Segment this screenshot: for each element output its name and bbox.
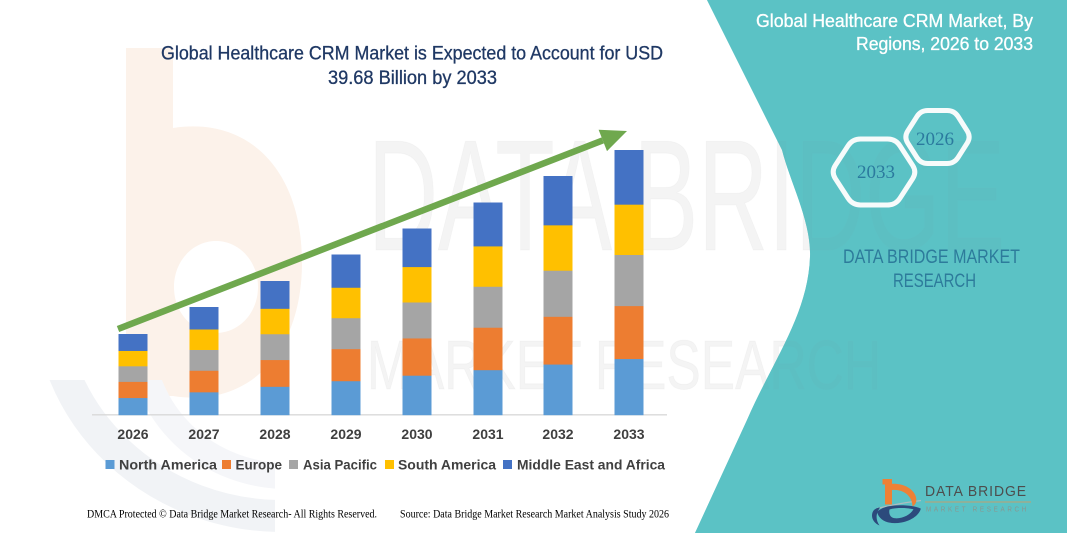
svg-text:2030: 2030: [401, 426, 432, 442]
svg-text:North America: North America: [119, 457, 217, 473]
svg-text:RESEARCH: RESEARCH: [893, 271, 976, 292]
svg-text:2028: 2028: [259, 426, 290, 442]
svg-text:DMCA Protected © Data Bridge M: DMCA Protected © Data Bridge Market Rese…: [87, 509, 377, 521]
svg-text:MARKET RESEARCH: MARKET RESEARCH: [926, 507, 1029, 514]
svg-text:Global Healthcare CRM Market,: Global Healthcare CRM Market, By: [756, 11, 1033, 31]
svg-text:DATA BRIDGE MARKET: DATA BRIDGE MARKET: [843, 247, 1020, 268]
svg-text:Middle East and Africa: Middle East and Africa: [517, 457, 665, 473]
svg-text:Source: Data Bridge Market Res: Source: Data Bridge Market Research Mark…: [400, 509, 669, 521]
svg-text:Global Healthcare CRM Market i: Global Healthcare CRM Market is Expected…: [161, 43, 663, 65]
svg-text:2026: 2026: [117, 426, 148, 442]
svg-text:South America: South America: [398, 457, 496, 473]
svg-text:2029: 2029: [330, 426, 361, 442]
svg-text:2027: 2027: [188, 426, 219, 442]
svg-text:2033: 2033: [857, 162, 895, 183]
svg-text:DATA BRIDGE: DATA BRIDGE: [925, 483, 1027, 500]
svg-text:2031: 2031: [472, 426, 503, 442]
svg-text:2033: 2033: [613, 426, 644, 442]
svg-text:39.68 Billion by 2033: 39.68 Billion by 2033: [328, 67, 497, 89]
svg-text:Regions, 2026 to 2033: Regions, 2026 to 2033: [856, 34, 1033, 54]
svg-text:2032: 2032: [542, 426, 573, 442]
svg-text:2026: 2026: [916, 129, 954, 150]
svg-text:Asia Pacific: Asia Pacific: [303, 457, 377, 473]
svg-text:Europe: Europe: [236, 457, 283, 473]
